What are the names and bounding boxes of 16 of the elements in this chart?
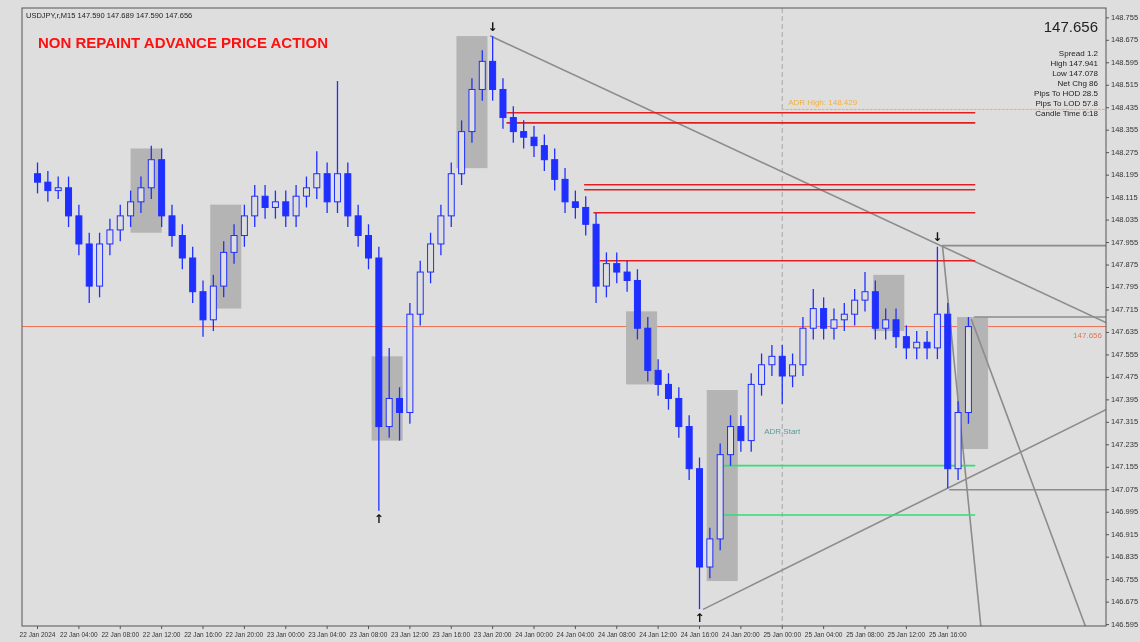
- annotation: Low 147.078: [1052, 69, 1099, 78]
- annotation: ↑: [373, 512, 384, 527]
- annotation: Net Chg 86: [1057, 79, 1099, 88]
- annotation: Spread 1.2: [1058, 49, 1099, 58]
- ref-line-label: 147.656: [1073, 330, 1103, 340]
- annotation: ↑: [694, 610, 705, 625]
- annotation: ADR Start: [764, 427, 802, 437]
- annotation: Pips To LOD 57.8: [1035, 99, 1099, 108]
- annotation: Pips To HOD 28.5: [1034, 89, 1099, 98]
- annotation: 147.656: [1043, 18, 1098, 35]
- annotation: Candle Time 6:18: [1035, 109, 1099, 118]
- annotation: ↓: [932, 230, 943, 245]
- annotation: High 147.941: [1050, 59, 1099, 68]
- annotation: ↓: [487, 19, 498, 34]
- series-label: ADR High: 148.429: [788, 98, 858, 108]
- text: NON REPAINT ADVANCE PRICE ACTION: [38, 34, 329, 51]
